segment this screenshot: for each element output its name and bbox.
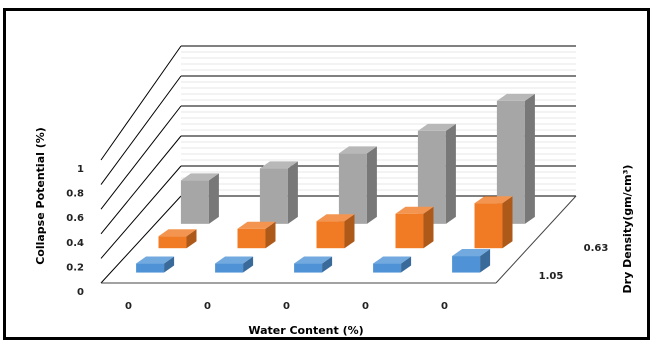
- y-tick-label: 0.8: [66, 189, 84, 200]
- bar-side: [502, 196, 513, 249]
- bar-side: [287, 161, 298, 224]
- bar-top: [237, 221, 276, 229]
- gridline-side: [100, 165, 182, 259]
- depth-axis-title: Dry Density(gm/cm³): [621, 165, 634, 294]
- bar-side: [243, 256, 254, 273]
- gridline-side: [100, 45, 182, 161]
- x-axis-title: Water Content (%): [248, 324, 363, 337]
- bar: [452, 249, 491, 273]
- y-tick-label: 0.2: [66, 262, 84, 273]
- bar-front: [373, 263, 402, 273]
- bar-front: [316, 221, 345, 249]
- bar-front: [294, 263, 323, 273]
- bar-top: [158, 229, 197, 237]
- bar-side: [445, 123, 456, 224]
- bar-side: [208, 173, 219, 224]
- depth-tick-label: 1.05: [539, 271, 564, 282]
- floor-right-edge: [495, 195, 577, 284]
- bar: [294, 256, 333, 273]
- bar-top: [338, 146, 377, 154]
- bar-front: [136, 263, 165, 273]
- gridline-side: [100, 195, 182, 284]
- y-tick-label: 0.6: [66, 213, 84, 224]
- x-tick-label: 0: [441, 301, 448, 312]
- bar: [474, 196, 513, 249]
- bar: [259, 161, 298, 224]
- y-tick-label: 0: [77, 287, 84, 298]
- bar: [496, 93, 535, 224]
- x-tick-label: 0: [362, 301, 369, 312]
- gridline-side: [100, 105, 182, 210]
- bar-front: [452, 256, 481, 273]
- bar-side: [344, 214, 355, 249]
- depth-tick-label: 0.63: [584, 243, 609, 254]
- bar: [215, 256, 254, 273]
- y-axis-title: Collapse Potential (%): [34, 127, 47, 265]
- bar: [136, 256, 175, 273]
- y-tick-label: 1: [77, 164, 84, 175]
- bar-side: [366, 146, 377, 224]
- bar-front: [395, 213, 424, 249]
- bar: [373, 256, 412, 273]
- bar-top: [316, 214, 355, 222]
- chart-labels: Water Content (%) Collapse Potential (%)…: [34, 127, 634, 337]
- bar-top: [496, 93, 535, 101]
- bar-side: [164, 256, 175, 273]
- gridline-side: [100, 135, 182, 235]
- x-tick-label: 0: [125, 301, 132, 312]
- x-tick-label: 0: [204, 301, 211, 312]
- bar-side: [524, 93, 535, 224]
- chart-frame: Water Content (%) Collapse Potential (%)…: [3, 8, 650, 340]
- bar-front: [158, 236, 187, 249]
- bar-side: [423, 206, 434, 249]
- bar-top: [136, 256, 175, 264]
- bar-side: [480, 249, 491, 273]
- bar-front: [259, 168, 288, 224]
- bar-front: [215, 263, 244, 273]
- bar: [395, 206, 434, 249]
- bar-side: [186, 229, 197, 249]
- bar-front: [237, 228, 266, 249]
- bar-top: [474, 196, 513, 204]
- bar: [158, 229, 197, 249]
- bar-top: [395, 206, 434, 214]
- bar: [180, 173, 219, 224]
- bar: [316, 214, 355, 249]
- y-tick-label: 0.4: [66, 238, 84, 249]
- bar-front: [338, 153, 367, 224]
- bar: [338, 146, 377, 224]
- bar-top: [452, 249, 491, 257]
- bar-front: [474, 203, 503, 249]
- bar: [237, 221, 276, 249]
- bar-top: [373, 256, 412, 264]
- bar-top: [259, 161, 298, 169]
- bar-front: [180, 180, 209, 224]
- chart-bars: [136, 93, 535, 273]
- bar-side: [322, 256, 333, 273]
- bar-top: [215, 256, 254, 264]
- bar-top: [417, 123, 456, 131]
- bar-side: [401, 256, 412, 273]
- chart-svg: Water Content (%) Collapse Potential (%)…: [34, 45, 634, 337]
- bar-top: [294, 256, 333, 264]
- gridline-side: [100, 75, 182, 185]
- bar-top: [180, 173, 219, 181]
- x-tick-label: 0: [283, 301, 290, 312]
- bar-side: [265, 221, 276, 249]
